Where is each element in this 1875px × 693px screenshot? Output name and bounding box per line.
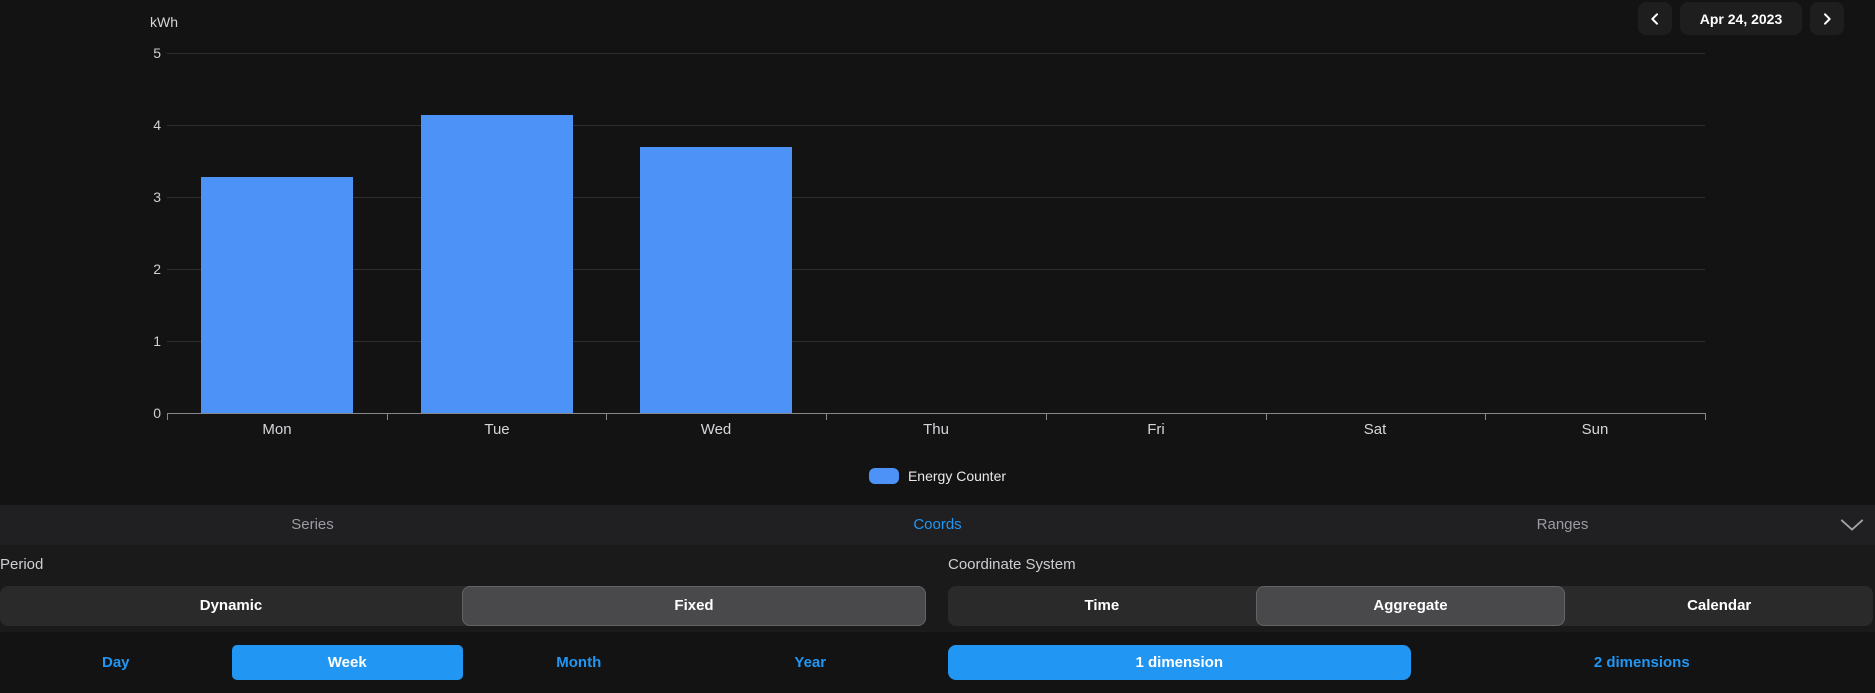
x-tick-label-wed: Wed: [700, 421, 732, 438]
x-axis-tick: [606, 413, 607, 420]
legend-label: Energy Counter: [907, 468, 1007, 484]
option-1-dimension[interactable]: 1 dimension: [948, 645, 1411, 680]
option-2-dimensions[interactable]: 2 dimensions: [1593, 654, 1690, 671]
gridline-3: [167, 197, 1705, 198]
prev-date-button[interactable]: [1638, 2, 1672, 35]
option-day[interactable]: Day: [101, 654, 130, 671]
dimension-row: 1 dimension 2 dimensions: [948, 645, 1873, 680]
bar-wed[interactable]: [640, 146, 792, 413]
date-navigation: Apr 24, 2023: [1638, 2, 1844, 35]
x-axis-line: [167, 413, 1705, 414]
option-week[interactable]: Week: [231, 645, 463, 680]
y-tick-label: 5: [153, 45, 161, 61]
energy-bar-chart: kWh 0 1 2 3 4 5 Mon Tue Wed Thu Fri Sat Sun Energy C…: [0, 14, 1875, 484]
chevron-right-icon: [1824, 12, 1831, 25]
coordinate-system-label: Coordinate System: [948, 556, 1076, 573]
x-axis-tick: [1266, 413, 1267, 420]
chevron-down-icon: [1840, 519, 1864, 531]
date-button[interactable]: Apr 24, 2023: [1680, 2, 1802, 35]
y-tick-label: 1: [153, 333, 161, 349]
option-month[interactable]: Month: [556, 654, 602, 671]
segment-fixed[interactable]: Fixed: [462, 586, 926, 626]
period-label: Period: [0, 556, 44, 573]
x-tick-label-sun: Sun: [1581, 421, 1609, 438]
chevron-left-icon: [1651, 12, 1658, 25]
x-axis-tick: [1046, 413, 1047, 420]
x-axis-tick: [826, 413, 827, 420]
x-tick-label-fri: Fri: [1147, 421, 1165, 438]
period-mode-segmented-control: Dynamic Fixed: [0, 586, 926, 626]
gridline-2: [167, 269, 1705, 270]
next-date-button[interactable]: [1810, 2, 1844, 35]
bar-tue[interactable]: [421, 114, 573, 413]
chart-legend[interactable]: Energy Counter: [0, 468, 1875, 484]
x-tick-label-tue: Tue: [484, 421, 510, 438]
coordinate-system-segmented-control: Time Aggregate Calendar: [948, 586, 1873, 626]
x-axis-tick: [1485, 413, 1486, 420]
tab-coords[interactable]: Coords: [913, 516, 962, 533]
x-tick-label-mon: Mon: [262, 421, 292, 438]
bar-mon[interactable]: [201, 176, 353, 413]
x-axis-tick: [387, 413, 388, 420]
y-tick-label: 3: [153, 189, 161, 205]
legend-swatch: [868, 468, 899, 484]
gridline-4: [167, 125, 1705, 126]
gridline-1: [167, 341, 1705, 342]
tab-ranges[interactable]: Ranges: [1536, 516, 1589, 533]
period-range-row: Day Week Month Year: [0, 645, 926, 680]
gridline-5: [167, 53, 1705, 54]
collapse-panel-button[interactable]: [1834, 505, 1870, 545]
y-axis-unit-label: kWh: [150, 14, 178, 30]
segment-time[interactable]: Time: [1084, 597, 1120, 614]
option-year[interactable]: Year: [794, 654, 827, 671]
x-axis-tick: [1705, 413, 1706, 420]
settings-tab-bar: Series Coords Ranges: [0, 505, 1875, 545]
x-tick-label-thu: Thu: [923, 421, 949, 438]
x-tick-label-sat: Sat: [1363, 421, 1387, 438]
segment-calendar[interactable]: Calendar: [1687, 597, 1752, 614]
segment-dynamic[interactable]: Dynamic: [199, 597, 263, 614]
x-axis-tick: [167, 413, 168, 420]
y-tick-label: 0: [153, 405, 161, 421]
y-tick-label: 4: [153, 117, 161, 133]
tab-series[interactable]: Series: [291, 516, 334, 533]
segment-aggregate[interactable]: Aggregate: [1255, 586, 1566, 626]
y-tick-label: 2: [153, 261, 161, 277]
